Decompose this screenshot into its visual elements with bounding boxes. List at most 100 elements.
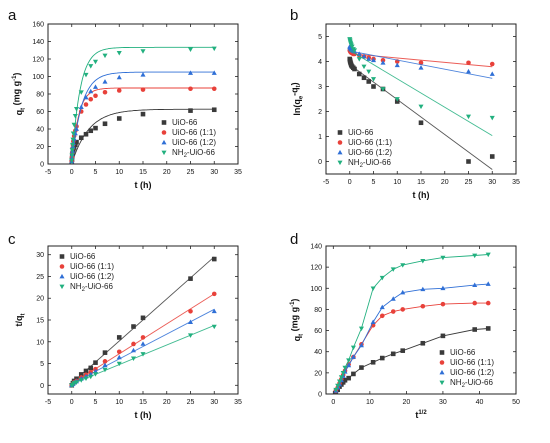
data-point bbox=[350, 354, 356, 359]
y-tick-label: 80 bbox=[314, 307, 322, 314]
data-point bbox=[390, 267, 396, 272]
data-point bbox=[116, 349, 122, 355]
fit-curve bbox=[71, 46, 215, 164]
fit-line bbox=[349, 50, 493, 137]
data-point bbox=[380, 60, 386, 65]
data-point bbox=[379, 275, 385, 281]
data-point bbox=[400, 348, 406, 353]
x-tick-label: 15 bbox=[139, 169, 147, 176]
data-point bbox=[440, 333, 446, 339]
data-point bbox=[116, 335, 122, 340]
data-point bbox=[472, 253, 478, 259]
x-tick-label: 10 bbox=[115, 399, 123, 406]
fit-line bbox=[349, 64, 493, 170]
data-point bbox=[366, 56, 372, 61]
x-tick-label: 35 bbox=[234, 399, 242, 406]
x-tick-label: 5 bbox=[372, 179, 376, 186]
data-point bbox=[211, 308, 217, 314]
data-point bbox=[116, 51, 122, 56]
data-point bbox=[211, 70, 217, 75]
data-point bbox=[390, 351, 396, 357]
data-point bbox=[73, 126, 80, 131]
x-tick-label: 25 bbox=[187, 399, 195, 406]
data-point bbox=[69, 158, 75, 164]
data-point bbox=[73, 380, 80, 385]
y-tick-label: 140 bbox=[310, 244, 322, 251]
legend-label: UiO-66 (1:2) bbox=[348, 148, 392, 157]
data-point bbox=[70, 142, 76, 148]
x-tick-label: 50 bbox=[512, 399, 520, 406]
data-point bbox=[380, 87, 386, 92]
y-tick-label: 60 bbox=[36, 109, 44, 116]
legend-marker bbox=[337, 130, 343, 135]
data-point bbox=[371, 84, 376, 89]
data-point bbox=[370, 359, 376, 365]
data-point bbox=[102, 359, 108, 364]
data-point bbox=[78, 378, 84, 383]
x-tick-label: 10 bbox=[366, 399, 374, 406]
data-point bbox=[93, 93, 98, 99]
x-axis-label: t1/2 bbox=[415, 410, 427, 420]
data-point bbox=[333, 387, 339, 393]
data-point bbox=[472, 327, 478, 332]
y-tick-label: 30 bbox=[36, 252, 44, 259]
legend-marker bbox=[161, 150, 167, 156]
data-point bbox=[211, 107, 217, 113]
legend-label: UiO-66 (1:2) bbox=[172, 138, 216, 147]
data-point bbox=[420, 258, 426, 264]
data-point bbox=[489, 115, 495, 121]
data-point bbox=[418, 65, 424, 70]
data-point bbox=[472, 300, 478, 306]
data-point bbox=[140, 315, 146, 321]
data-point bbox=[366, 69, 372, 75]
data-point bbox=[71, 122, 77, 128]
panel-letter: b bbox=[290, 7, 298, 24]
data-point bbox=[92, 372, 99, 377]
data-point bbox=[361, 53, 367, 59]
data-point bbox=[366, 79, 372, 84]
data-point bbox=[336, 379, 343, 384]
y-tick-label: 2 bbox=[318, 109, 322, 116]
legend-marker bbox=[337, 149, 343, 155]
y-tick-label: 160 bbox=[32, 22, 44, 29]
panel-a: a-5 0 5 10 15 20 25 30 35020406080100120140160t … bbox=[8, 7, 242, 190]
data-point bbox=[420, 286, 426, 292]
legend-label: UiO-66 (1:2) bbox=[70, 272, 114, 281]
x-axis-label: t (h) bbox=[135, 180, 152, 190]
data-point bbox=[140, 49, 146, 54]
y-tick-label: 3 bbox=[318, 84, 322, 91]
data-point bbox=[88, 88, 94, 94]
data-point bbox=[356, 51, 362, 56]
data-point bbox=[140, 352, 146, 357]
legend-label: UiO-66 bbox=[348, 128, 374, 137]
series-3 bbox=[347, 37, 495, 137]
legend-marker bbox=[161, 130, 167, 135]
y-axis-label: ln(qe-qt) bbox=[290, 82, 305, 115]
x-tick-label: 15 bbox=[417, 179, 425, 186]
data-point bbox=[102, 53, 108, 59]
data-point bbox=[88, 64, 94, 69]
data-point bbox=[420, 303, 426, 309]
data-point bbox=[83, 376, 89, 381]
data-point bbox=[379, 313, 385, 319]
data-point bbox=[370, 77, 377, 82]
y-tick-label: 5 bbox=[318, 34, 322, 41]
data-point bbox=[93, 360, 98, 365]
data-point bbox=[340, 371, 346, 376]
x-axis-label: t (h) bbox=[135, 410, 152, 420]
legend-label: NH2-UiO-66 bbox=[450, 378, 493, 389]
data-point bbox=[83, 131, 89, 137]
legend-label: NH2-UiO-66 bbox=[172, 148, 215, 159]
data-point bbox=[83, 72, 89, 78]
data-point bbox=[418, 104, 424, 110]
x-tick-label: 0 bbox=[70, 399, 74, 406]
legend-label: UiO-66 (1:1) bbox=[70, 262, 114, 271]
data-point bbox=[188, 86, 193, 92]
x-tick-label: 20 bbox=[441, 179, 449, 186]
x-tick-label: 20 bbox=[402, 399, 410, 406]
legend-label: UiO-66 bbox=[450, 348, 476, 357]
data-point bbox=[211, 291, 217, 297]
data-point bbox=[78, 90, 84, 95]
data-point bbox=[102, 362, 108, 368]
